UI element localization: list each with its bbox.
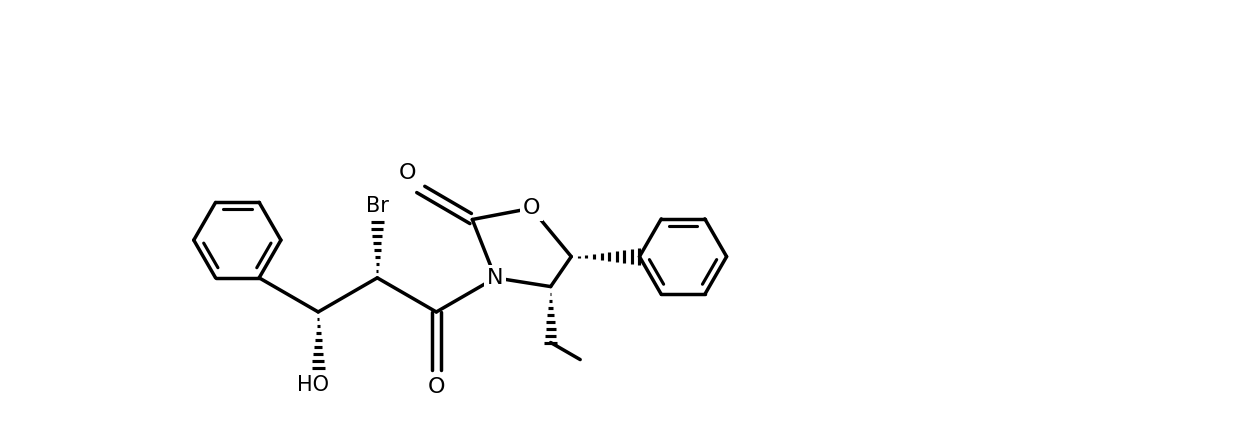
Text: HO: HO [298,375,329,396]
Text: Br: Br [366,196,389,216]
Text: O: O [523,198,540,218]
Text: N: N [487,268,504,288]
Text: O: O [427,378,445,397]
Text: O: O [399,163,416,183]
